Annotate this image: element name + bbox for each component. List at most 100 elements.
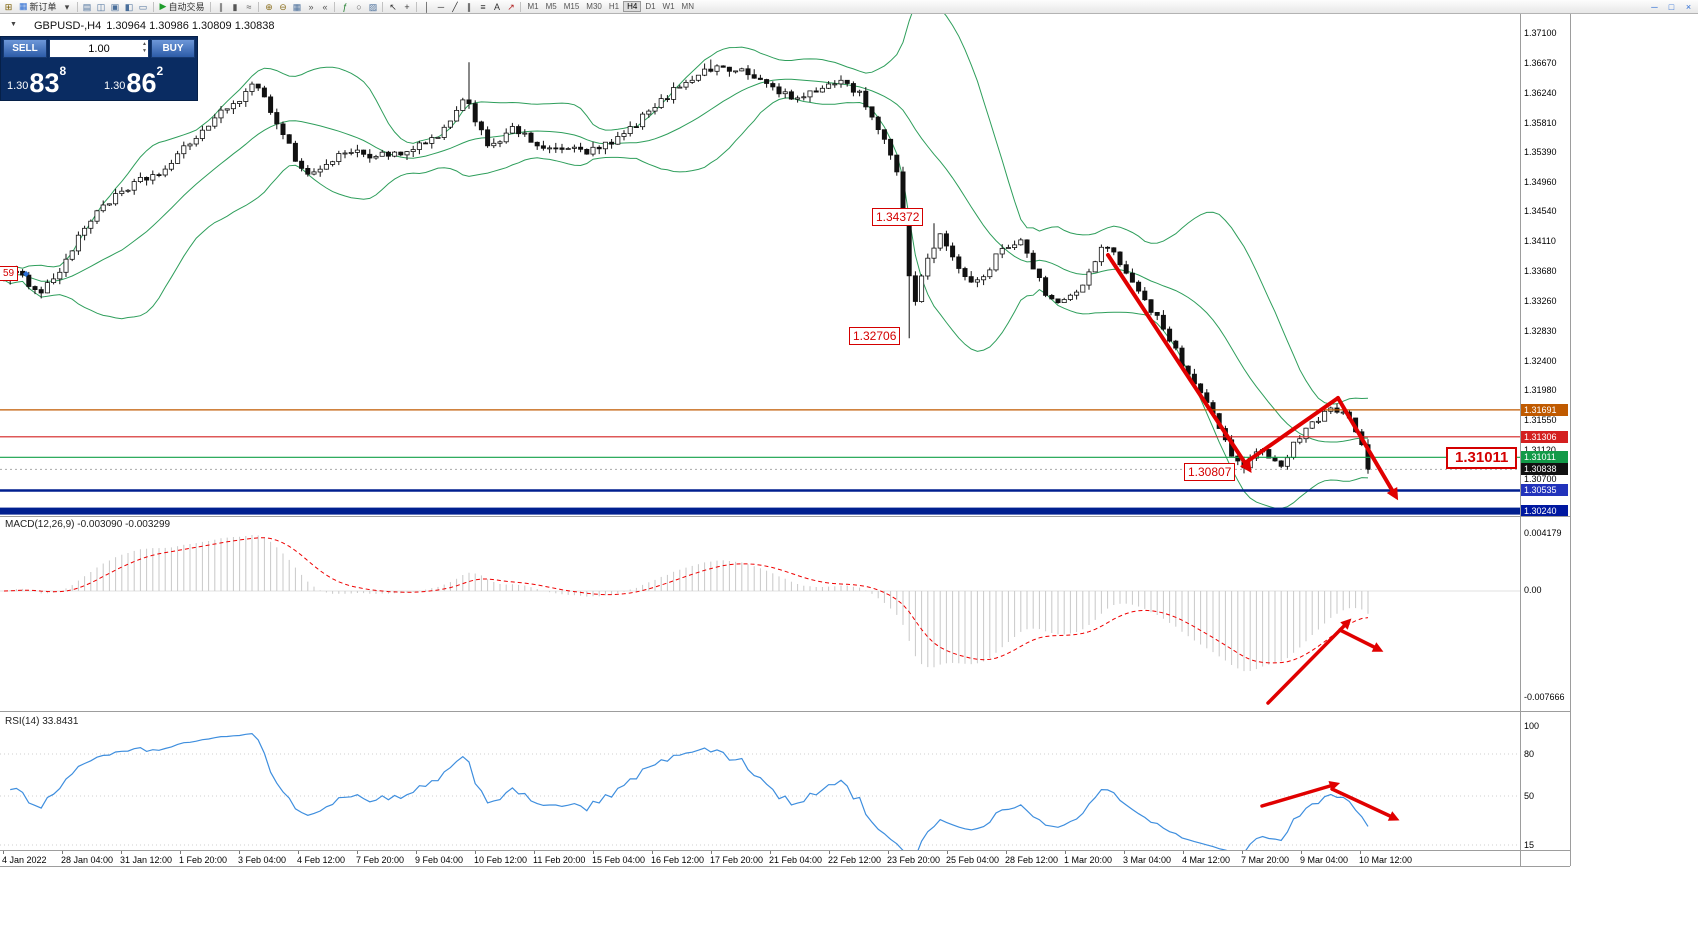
vertical-line-icon[interactable]: │: [424, 1, 430, 12]
time-tick-label: 21 Feb 04:00: [769, 855, 823, 865]
equidistant-channel-icon[interactable]: ∥: [466, 1, 472, 12]
price-tick-label: 1.32830: [1524, 325, 1557, 336]
time-tick-label: 9 Mar 04:00: [1300, 855, 1349, 865]
templates-icon[interactable]: ▨: [368, 1, 378, 12]
time-axis[interactable]: 4 Jan 2022 28 Jan 04:00 31 Jan 12:00 1 Feb …: [0, 851, 1520, 866]
price-axis[interactable]: 1.37100 1.36670 1.36240 1.35810 1.35390 1.349…: [1521, 0, 1570, 866]
bollinger-bands: [3, 14, 1369, 509]
price-callout[interactable]: 1.30807: [1184, 463, 1236, 481]
buy-price-prefix: 1.30: [104, 80, 126, 92]
price-tick-label: 1.32400: [1524, 355, 1557, 366]
price-callout[interactable]: 1.32706: [849, 327, 901, 345]
indicators-icon[interactable]: ƒ: [342, 1, 348, 12]
charts-window-icon[interactable]: ▤: [82, 1, 92, 12]
trend-arrow[interactable]: [1243, 396, 1340, 465]
trend-arrow[interactable]: [1336, 396, 1394, 492]
timeframe-h1[interactable]: H1: [608, 2, 620, 11]
trendline-icon[interactable]: ╱: [452, 1, 458, 12]
chevron-down-icon[interactable]: ▾: [64, 1, 70, 12]
toolbar-separator: [258, 1, 260, 12]
volume-down-icon[interactable]: ▼: [142, 47, 147, 54]
one-click-collapse-icon[interactable]: ▼: [10, 21, 17, 28]
trend-arrow[interactable]: [1260, 784, 1332, 808]
new-order-button-label: 新订单: [29, 2, 57, 12]
time-tick: [416, 851, 417, 854]
price-callout[interactable]: 1.34372: [872, 208, 924, 226]
profiles-icon[interactable]: ◫: [96, 1, 106, 12]
volume-up-icon[interactable]: ▲: [142, 41, 147, 47]
timeframe-d1[interactable]: D1: [645, 2, 656, 11]
horizontal-line-icon[interactable]: ─: [437, 1, 445, 12]
tile-windows-icon[interactable]: ▦: [292, 1, 302, 12]
time-tick: [121, 851, 122, 854]
macd-indicator-canvas[interactable]: [0, 517, 1520, 711]
terminal-icon[interactable]: ▭: [138, 1, 148, 12]
one-click-trading-panel: SELL 1.00 ▲ ▼ BUY 1.30 83 8 1.30 86 2: [0, 36, 198, 101]
panel-separator[interactable]: [0, 711, 1570, 712]
price-tick-label: 1.31550: [1524, 414, 1557, 425]
volume-stepper[interactable]: ▲ ▼: [142, 41, 147, 54]
fibonacci-icon[interactable]: ≡: [480, 1, 486, 12]
zoom-in-icon[interactable]: ⊕: [265, 1, 273, 12]
trend-arrow[interactable]: [1266, 624, 1346, 705]
volume-value[interactable]: 1.00: [88, 42, 110, 55]
new-order-icon[interactable]: ⊞: [4, 1, 13, 12]
trend-arrow[interactable]: [1338, 628, 1376, 649]
trend-arrow[interactable]: [1330, 787, 1392, 818]
arrows-icon[interactable]: ↗: [507, 1, 515, 12]
navigator-icon[interactable]: ◧: [124, 1, 134, 12]
price-chart-canvas[interactable]: [0, 14, 1520, 517]
axis-separator: [1520, 14, 1521, 866]
timeframe-m30[interactable]: M30: [586, 2, 602, 11]
timeframe-h4[interactable]: H4: [623, 1, 642, 12]
sell-price-prefix: 1.30: [7, 80, 29, 92]
volume-field[interactable]: 1.00 ▲ ▼: [49, 39, 149, 58]
panel-separator[interactable]: [0, 850, 1570, 851]
bb-lower-band: [3, 97, 1369, 509]
rsi-scale-label: 15: [1524, 840, 1535, 850]
buy-price[interactable]: 1.30 86 2: [100, 60, 195, 98]
price-tick-label: 1.35390: [1524, 147, 1557, 158]
object-anchor-icon: ◆: [23, 269, 30, 278]
price-level-label: 1.30535: [1521, 484, 1568, 497]
new-order-button[interactable]: ▦ 新订单: [16, 1, 60, 13]
restore-icon[interactable]: □: [1668, 2, 1675, 12]
price-level-band[interactable]: [0, 507, 1520, 515]
bar-chart-icon[interactable]: ∥: [218, 1, 224, 12]
buy-price-sup: 2: [156, 64, 164, 78]
trend-arrow[interactable]: [1106, 253, 1247, 465]
price-tick-label: 1.33680: [1524, 266, 1557, 277]
auto-trading-button[interactable]: ▶ 自动交易: [157, 1, 208, 13]
sell-button[interactable]: SELL: [3, 39, 47, 58]
minimize-icon[interactable]: ─: [1651, 2, 1658, 12]
sell-price[interactable]: 1.30 83 8: [3, 60, 98, 98]
auto-scroll-icon[interactable]: »: [308, 1, 314, 12]
timeframe-mn[interactable]: MN: [681, 2, 694, 11]
periods-icon[interactable]: ○: [356, 1, 362, 12]
line-chart-icon[interactable]: ≈: [246, 1, 252, 12]
crosshair-icon[interactable]: +: [404, 1, 410, 12]
timeframe-m15[interactable]: M15: [563, 2, 580, 11]
bb-upper-band: [3, 14, 1369, 405]
time-tick: [1360, 851, 1361, 854]
close-icon[interactable]: ×: [1685, 2, 1692, 12]
price-callout[interactable]: 1.31011: [1446, 447, 1518, 469]
timeframe-m1[interactable]: M1: [527, 2, 539, 11]
time-tick-label: 4 Jan 2022: [2, 855, 47, 865]
timeframe-w1[interactable]: W1: [662, 2, 675, 11]
buy-button[interactable]: BUY: [151, 39, 195, 58]
market-watch-icon[interactable]: ▣: [110, 1, 120, 12]
time-tick-label: 16 Feb 12:00: [651, 855, 705, 865]
text-icon[interactable]: A: [493, 1, 500, 12]
chart-shift-icon[interactable]: «: [322, 1, 328, 12]
candlestick-chart-icon[interactable]: ▮: [232, 1, 238, 12]
timeframe-m5[interactable]: M5: [545, 2, 557, 11]
zoom-out-icon[interactable]: ⊖: [279, 1, 287, 12]
time-tick: [770, 851, 771, 854]
cursor-icon[interactable]: ↖: [389, 1, 397, 12]
time-tick: [652, 851, 653, 854]
rsi-indicator-canvas[interactable]: [0, 712, 1520, 850]
macd-scale-label: 0.00: [1524, 585, 1542, 595]
price-tick-label: 1.35810: [1524, 117, 1557, 128]
panel-separator[interactable]: [0, 516, 1570, 517]
